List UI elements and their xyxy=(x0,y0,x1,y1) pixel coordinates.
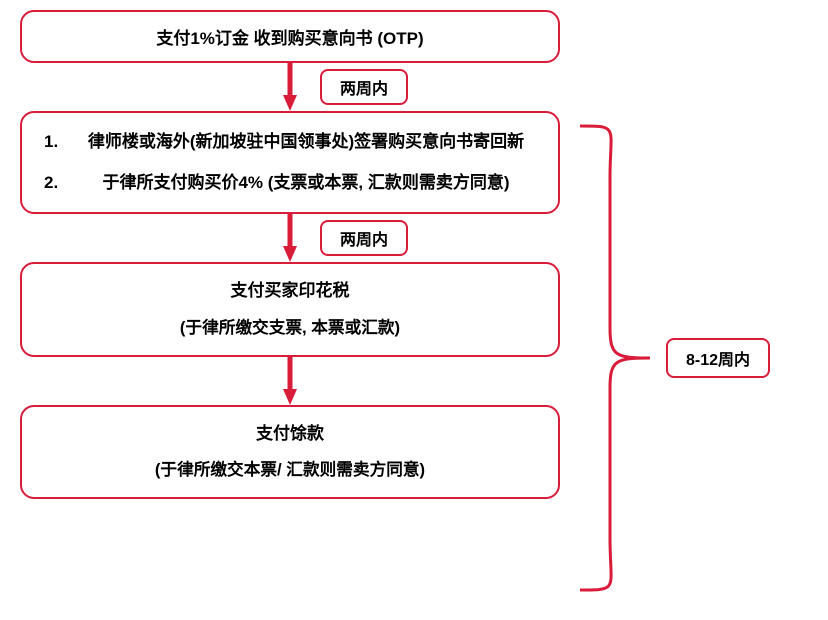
step2-item2-num: 2. xyxy=(44,168,76,199)
flowchart-container: 支付1%订金 收到购买意向书 (OTP) 两周内 1. 律师楼或海外(新加坡驻中… xyxy=(20,10,560,499)
arrow-down-icon xyxy=(283,357,297,405)
step4-box: 支付馀款 (于律所缴交本票/ 汇款则需卖方同意) xyxy=(20,405,560,500)
arrow-down-icon xyxy=(283,63,297,111)
period2-box: 两周内 xyxy=(320,220,408,256)
step2-item1-num: 1. xyxy=(44,127,76,158)
step2-item2-text: 于律所支付购买价4% (支票或本票, 汇款则需卖方同意) xyxy=(76,168,536,199)
step3-main: 支付买家印花税 xyxy=(231,281,350,300)
arrow3-wrap xyxy=(20,357,560,405)
period2-text: 两周内 xyxy=(340,232,388,249)
step1-text: 支付1%订金 收到购买意向书 (OTP) xyxy=(156,29,423,48)
step4-main: 支付馀款 xyxy=(256,424,324,443)
step2-item2: 2. 于律所支付购买价4% (支票或本票, 汇款则需卖方同意) xyxy=(44,168,536,199)
step1-box: 支付1%订金 收到购买意向书 (OTP) xyxy=(20,10,560,63)
step3-sub: (于律所缴交支票, 本票或汇款) xyxy=(40,313,540,343)
arrow-down-icon xyxy=(283,214,297,262)
step4-sub: (于律所缴交本票/ 汇款则需卖方同意) xyxy=(40,455,540,485)
brace-label-box: 8-12周内 xyxy=(666,338,770,378)
step2-item1-text: 律师楼或海外(新加坡驻中国领事处)签署购买意向书寄回新 xyxy=(76,127,536,158)
arrow2-wrap: 两周内 xyxy=(20,214,560,262)
brace-label-text: 8-12周内 xyxy=(686,352,750,369)
step2-box: 1. 律师楼或海外(新加坡驻中国领事处)签署购买意向书寄回新 2. 于律所支付购… xyxy=(20,111,560,214)
arrow1-wrap: 两周内 xyxy=(20,63,560,111)
step2-item1: 1. 律师楼或海外(新加坡驻中国领事处)签署购买意向书寄回新 xyxy=(44,127,536,158)
brace-icon xyxy=(570,118,660,598)
step3-box: 支付买家印花税 (于律所缴交支票, 本票或汇款) xyxy=(20,262,560,357)
brace-area: 8-12周内 xyxy=(570,118,810,598)
period1-box: 两周内 xyxy=(320,69,408,105)
period1-text: 两周内 xyxy=(340,81,388,98)
